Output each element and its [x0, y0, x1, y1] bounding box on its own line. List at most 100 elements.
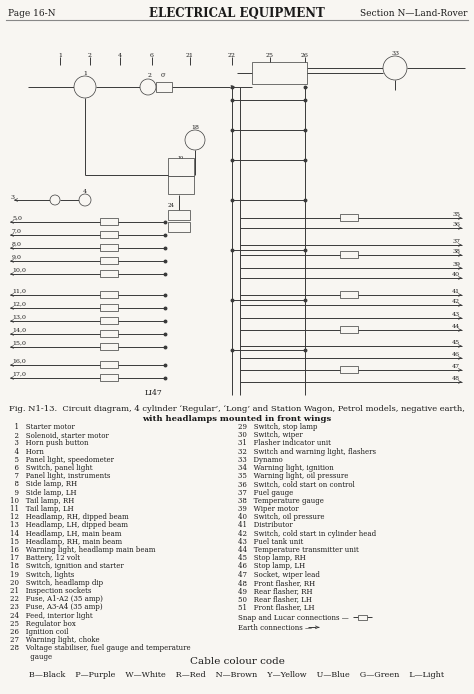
- Text: 20   Switch, headlamp dip: 20 Switch, headlamp dip: [10, 579, 103, 587]
- Text: 2   Solenoid, starter motor: 2 Solenoid, starter motor: [10, 431, 109, 439]
- Text: 35: 35: [452, 212, 460, 217]
- Text: 44   Temperature transmitter unit: 44 Temperature transmitter unit: [238, 546, 359, 554]
- Text: 16,0: 16,0: [12, 359, 26, 364]
- Text: 15,0: 15,0: [12, 341, 26, 346]
- Text: 20: 20: [178, 174, 184, 178]
- Text: 21   Inspection sockets: 21 Inspection sockets: [10, 587, 91, 595]
- Text: 47: 47: [452, 364, 460, 369]
- Bar: [100, 317, 118, 324]
- Text: Snap and Lucar connections —: Snap and Lucar connections —: [238, 613, 349, 622]
- Text: 1   Starter motor: 1 Starter motor: [10, 423, 75, 431]
- Text: 44: 44: [452, 323, 460, 328]
- Text: 24: 24: [168, 203, 175, 208]
- Text: B—Black    P—Purple    W—White    R—Red    N—Brown    Y—Yellow    U—Blue    G—Gr: B—Black P—Purple W—White R—Red N—Brown Y…: [29, 670, 445, 679]
- Text: 40   Switch, oil pressure: 40 Switch, oil pressure: [238, 513, 325, 521]
- Text: 41: 41: [452, 289, 460, 294]
- Bar: [100, 374, 118, 381]
- Text: 5   Panel light, speedometer: 5 Panel light, speedometer: [10, 456, 114, 464]
- Text: Fig. N1-13.  Circuit diagram, 4 cylinder ‘Regular’, ‘Long’ and Station Wagon, Pe: Fig. N1-13. Circuit diagram, 4 cylinder …: [9, 405, 465, 413]
- Text: 2: 2: [88, 53, 92, 58]
- Text: 17,0: 17,0: [12, 371, 26, 377]
- Bar: [358, 615, 367, 620]
- Text: 43   Fuel tank unit: 43 Fuel tank unit: [238, 538, 303, 545]
- Circle shape: [140, 79, 156, 95]
- Text: with headlamps mounted in front wings: with headlamps mounted in front wings: [142, 415, 332, 423]
- Text: 5,0: 5,0: [12, 216, 22, 221]
- Bar: [100, 257, 118, 264]
- Text: 41   Distributor: 41 Distributor: [238, 521, 293, 530]
- Text: 45: 45: [452, 339, 460, 344]
- Text: 27   Warning light, choke: 27 Warning light, choke: [10, 636, 100, 644]
- Bar: [100, 304, 118, 311]
- Text: 38   Temperature gauge: 38 Temperature gauge: [238, 497, 324, 505]
- Bar: [168, 222, 190, 232]
- Text: 0': 0': [161, 72, 167, 78]
- Text: 28   Voltage stabiliser, fuel gauge and temperature: 28 Voltage stabiliser, fuel gauge and te…: [10, 645, 191, 652]
- Text: 47   Socket, wiper lead: 47 Socket, wiper lead: [238, 570, 320, 579]
- Text: 6   Switch, panel light: 6 Switch, panel light: [10, 464, 92, 472]
- Text: 38: 38: [452, 248, 460, 253]
- Bar: [168, 210, 190, 220]
- Bar: [340, 326, 358, 333]
- Text: 39: 39: [452, 262, 460, 266]
- Text: 3: 3: [10, 194, 14, 199]
- Text: 51   Front flasher, LH: 51 Front flasher, LH: [238, 603, 315, 611]
- Text: 42: 42: [452, 298, 460, 303]
- Text: 40: 40: [452, 271, 460, 276]
- Text: 18   Switch, ignition and starter: 18 Switch, ignition and starter: [10, 562, 124, 570]
- Text: 22: 22: [175, 212, 182, 217]
- Text: 33: 33: [391, 51, 399, 56]
- Text: Cable colour code: Cable colour code: [190, 657, 284, 666]
- Text: 9,0: 9,0: [12, 255, 22, 260]
- Text: 46: 46: [452, 351, 460, 357]
- Text: LI47: LI47: [145, 389, 163, 397]
- Text: 48   Front flasher, RH: 48 Front flasher, RH: [238, 579, 315, 587]
- Text: 16   Warning light, headlamp main beam: 16 Warning light, headlamp main beam: [10, 546, 155, 554]
- Text: 37   Fuel gauge: 37 Fuel gauge: [238, 489, 293, 497]
- Text: 8,0: 8,0: [12, 242, 22, 246]
- Bar: [100, 231, 118, 238]
- Text: 32   Switch and warning light, flashers: 32 Switch and warning light, flashers: [238, 448, 376, 455]
- Text: 14   Headlamp, LH, main beam: 14 Headlamp, LH, main beam: [10, 530, 121, 538]
- Text: 19   Switch, lights: 19 Switch, lights: [10, 570, 74, 579]
- Bar: [100, 361, 118, 368]
- Circle shape: [74, 76, 96, 98]
- Text: 43: 43: [452, 312, 460, 316]
- Bar: [100, 291, 118, 298]
- Text: 46   Stop lamp, LH: 46 Stop lamp, LH: [238, 562, 305, 570]
- Text: 2: 2: [148, 72, 152, 78]
- Text: 6: 6: [150, 53, 154, 58]
- Text: 26: 26: [301, 53, 309, 58]
- Text: 13,0: 13,0: [12, 314, 26, 319]
- Text: 1: 1: [58, 53, 62, 58]
- Bar: [340, 214, 358, 221]
- Text: 37: 37: [452, 239, 460, 244]
- Text: 31   Flasher indicator unit: 31 Flasher indicator unit: [238, 439, 331, 448]
- Text: 22: 22: [228, 53, 236, 58]
- Text: 34   Warning light, ignition: 34 Warning light, ignition: [238, 464, 334, 472]
- Bar: [340, 251, 358, 258]
- Text: 45   Stop lamp, RH: 45 Stop lamp, RH: [238, 555, 306, 562]
- Text: 23: 23: [175, 224, 182, 230]
- Text: 25: 25: [266, 53, 274, 58]
- Circle shape: [383, 56, 407, 80]
- Text: 9   Side lamp, LH: 9 Side lamp, LH: [10, 489, 76, 497]
- Text: 22   Fuse, A1-A2 (35 amp): 22 Fuse, A1-A2 (35 amp): [10, 595, 103, 603]
- Text: 39   Wiper motor: 39 Wiper motor: [238, 505, 299, 513]
- Text: 14,0: 14,0: [12, 328, 26, 332]
- Text: 25: 25: [275, 71, 283, 76]
- Text: 24   Feed, interior light: 24 Feed, interior light: [10, 611, 92, 620]
- Text: 29   Switch, stop lamp: 29 Switch, stop lamp: [238, 423, 318, 431]
- Circle shape: [185, 130, 205, 150]
- Text: 49   Rear flasher, RH: 49 Rear flasher, RH: [238, 587, 312, 595]
- Text: 48: 48: [452, 375, 460, 380]
- Text: 36   Switch, cold start on control: 36 Switch, cold start on control: [238, 480, 355, 489]
- Bar: [340, 366, 358, 373]
- Text: 19: 19: [178, 155, 184, 160]
- Text: 25   Regulator box: 25 Regulator box: [10, 620, 76, 628]
- Text: 12,0: 12,0: [12, 301, 26, 307]
- Text: 35   Warning light, oil pressure: 35 Warning light, oil pressure: [238, 472, 348, 480]
- Text: 8   Side lamp, RH: 8 Side lamp, RH: [10, 480, 77, 489]
- Text: 11,0: 11,0: [12, 289, 26, 294]
- Bar: [340, 291, 358, 298]
